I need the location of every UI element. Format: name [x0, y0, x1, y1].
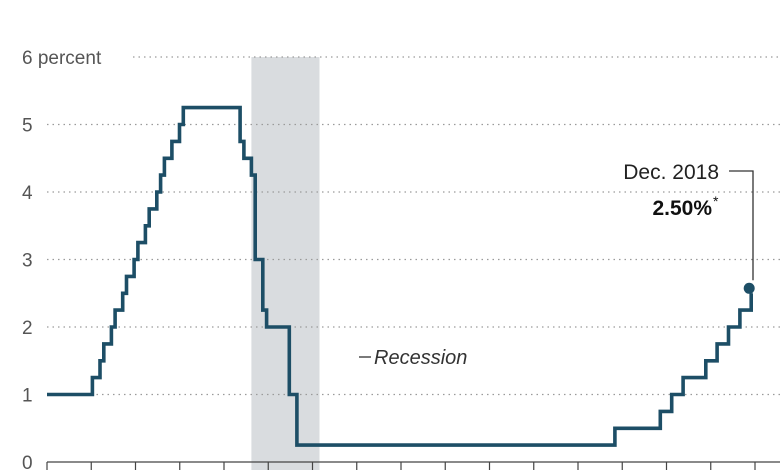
grid-lines [47, 56, 780, 396]
y-tick-label: 3 [22, 251, 33, 272]
y-tick-label: 1 [22, 386, 33, 407]
x-axis-ticks [46, 462, 756, 470]
y-tick-label: 6 percent [22, 48, 102, 69]
annotation-date: Dec. 2018 [623, 161, 719, 184]
annotation-value: 2.50% [652, 197, 712, 220]
y-tick-label: 4 [22, 183, 33, 204]
endpoint-marker [743, 282, 755, 294]
series-line-rate [47, 105, 753, 447]
annotation-leader-line [729, 170, 754, 281]
recession-label: Recession [374, 347, 467, 369]
y-tick-label: 2 [22, 318, 33, 339]
annotation-footnote-mark: * [713, 193, 719, 209]
y-axis-tick-labels: 0 1 2 3 4 5 6 percent [22, 48, 102, 470]
y-tick-label: 5 [22, 116, 33, 137]
y-tick-label: 0 [22, 453, 33, 470]
